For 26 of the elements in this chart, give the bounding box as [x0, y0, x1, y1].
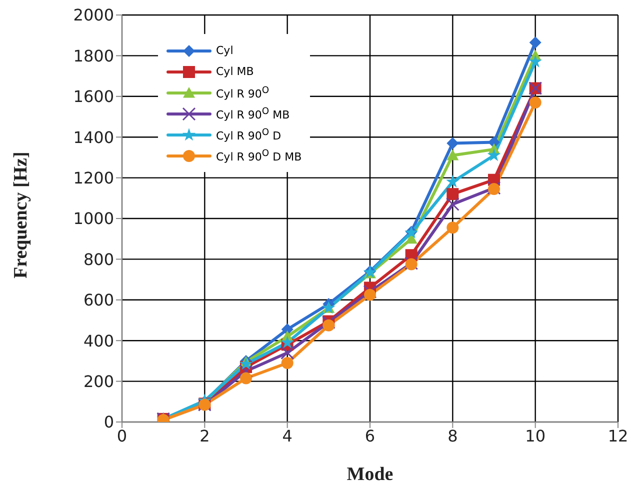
- y-tick-label: 600: [83, 290, 114, 310]
- legend-label: Cyl R 90$^{O}$: [216, 84, 270, 100]
- x-tick-label: 12: [608, 426, 628, 446]
- y-tick-label: 200: [83, 372, 114, 391]
- x-tick-label: 8: [448, 426, 458, 446]
- y-tick-label: 400: [83, 331, 114, 350]
- legend-label: Cyl: [216, 44, 234, 57]
- y-tick-label: 1800: [73, 46, 114, 66]
- x-tick-label: 6: [364, 426, 376, 446]
- x-tick-label: 0: [116, 426, 128, 446]
- y-tick-label: 1200: [73, 168, 114, 188]
- y-tick-label: 1000: [73, 209, 114, 228]
- x-axis-title: Mode: [346, 464, 394, 485]
- y-tick-label: 1600: [73, 87, 114, 106]
- legend-label: Cyl R 90$^{O}$ MB: [216, 106, 290, 122]
- legend-label: Cyl MB: [216, 65, 254, 78]
- y-tick-label: 800: [83, 250, 114, 269]
- y-tick-label: 2000: [73, 6, 114, 25]
- x-tick-label: 4: [282, 426, 292, 446]
- y-axis-title: Frequency [Hz]: [10, 152, 32, 278]
- y-tick-label: 1400: [73, 128, 114, 147]
- x-tick-label: 2: [200, 426, 210, 446]
- y-tick-label: 0: [104, 412, 114, 432]
- x-tick-label: 10: [525, 426, 546, 446]
- legend-label: Cyl R 90$^{O}$ D: [216, 126, 282, 142]
- legend-label: Cyl R 90$^{O}$ D MB: [216, 148, 302, 164]
